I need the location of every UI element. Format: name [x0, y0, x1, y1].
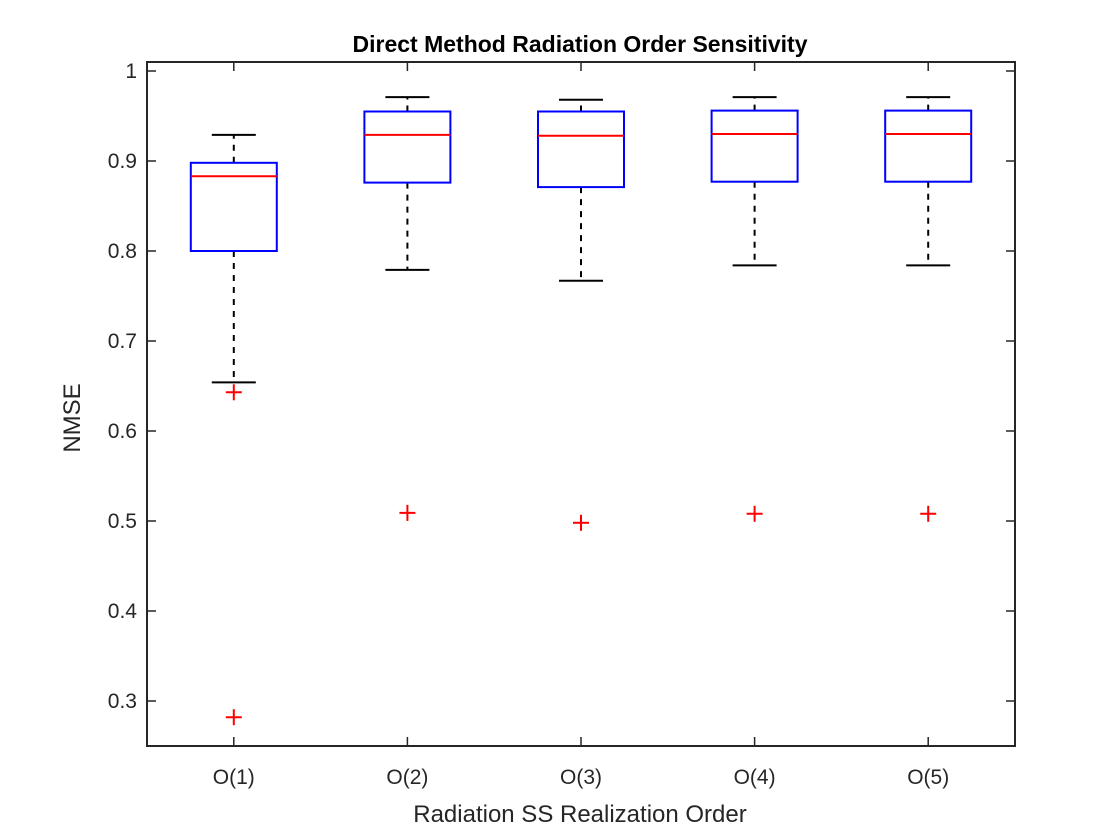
box-group-3: [537, 98, 625, 531]
box-group-5: [884, 96, 973, 522]
chart-marks: [189, 96, 973, 726]
y-tick-label: 0.6: [108, 420, 137, 443]
outlier-marker: [399, 504, 416, 521]
outlier-marker: [746, 505, 763, 522]
x-tick-label: O(1): [213, 766, 255, 789]
x-tick-label: O(2): [386, 766, 428, 789]
x-axis-label: Radiation SS Realization Order: [413, 801, 747, 828]
box-group-2: [363, 96, 452, 521]
iqr-box: [189, 161, 278, 252]
box-group-4: [710, 96, 799, 522]
y-tick-label: 0.9: [108, 150, 137, 173]
outlier-marker: [225, 384, 242, 401]
outlier-marker: [225, 709, 242, 726]
iqr-box: [537, 110, 625, 189]
y-tick-label: 0.5: [108, 510, 137, 533]
y-tick-label: 0.3: [108, 690, 137, 713]
x-tick-label: O(3): [560, 766, 602, 789]
box-group-1: [189, 133, 278, 726]
y-tick-label: 0.8: [108, 240, 137, 263]
outlier-marker: [920, 505, 937, 522]
x-tick-label: O(5): [907, 766, 949, 789]
iqr-box: [884, 109, 973, 183]
y-tick-label: 0.7: [108, 330, 137, 353]
x-tick-label: O(4): [734, 766, 776, 789]
chart-axes: 0.3 0.4 0.5 0.6 0.7 0.8 0.9 1 O(1) O(2) O(3) O(4) O(…: [108, 60, 1016, 789]
iqr-box: [710, 109, 799, 183]
iqr-box: [363, 110, 452, 184]
y-tick-label: 1: [125, 60, 137, 83]
y-axis-label: NMSE: [59, 383, 86, 452]
y-tick-label: 0.4: [108, 600, 138, 623]
outlier-marker: [573, 514, 589, 531]
chart-title: Direct Method Radiation Order Sensitivit…: [353, 31, 808, 57]
